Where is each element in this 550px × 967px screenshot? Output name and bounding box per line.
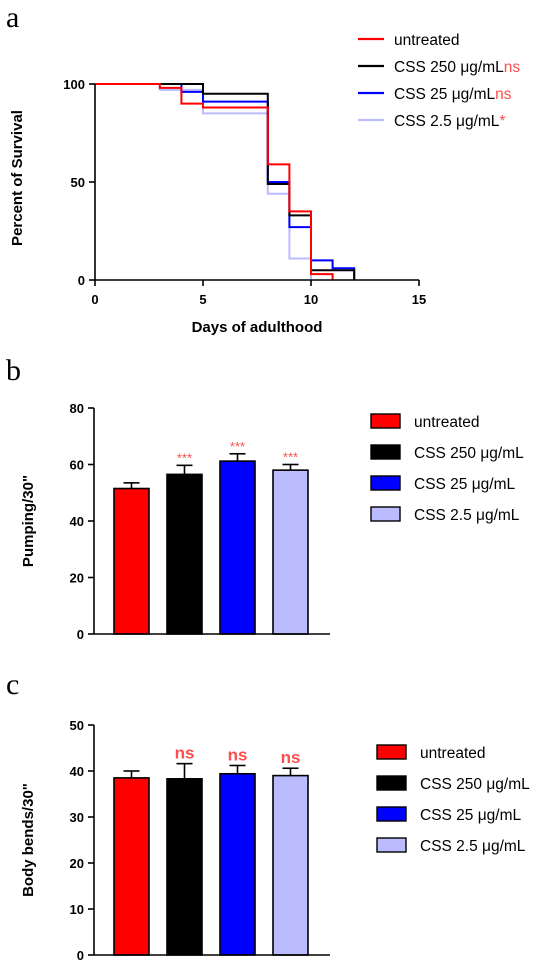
panel-label-c: c <box>6 668 19 701</box>
significance-label: ns <box>175 744 195 763</box>
y-tick-label: 50 <box>71 175 85 190</box>
bar <box>113 487 150 635</box>
significance-label: ns <box>228 745 248 764</box>
y-tick-label: 20 <box>70 856 84 871</box>
bar <box>113 777 150 956</box>
bar <box>166 473 203 635</box>
y-tick-label: 60 <box>70 458 84 473</box>
legend-label: untreated <box>414 414 480 431</box>
legend-series-name: CSS 250 μg/mL <box>394 59 504 76</box>
legend-label: CSS 25 μg/mL <box>414 476 515 493</box>
bar <box>272 774 309 956</box>
y-tick-label: 100 <box>63 77 85 92</box>
y-tick-label: 40 <box>70 514 84 529</box>
y-tick-label: 80 <box>70 401 84 416</box>
legend-label: untreated <box>420 745 486 762</box>
y-tick-label: 0 <box>77 948 84 963</box>
y-tick-label: 10 <box>70 902 84 917</box>
legend-swatch <box>370 413 401 429</box>
pumping-chart: *** *** *** 0 20 40 60 80 Pumping/30" untreated CS… <box>20 401 524 642</box>
body-bends-chart: ns ns ns 0 10 20 30 40 50 Body bends/30" untreated… <box>20 718 530 963</box>
y-tick-label: 40 <box>70 764 84 779</box>
y-tick-label: 0 <box>77 627 84 642</box>
legend-label: CSS 2.5 μg/mL* <box>394 113 505 130</box>
legend-series-name: CSS 25 μg/mL <box>394 86 495 103</box>
x-axis-label: Days of adulthood <box>192 319 323 336</box>
legend-swatch <box>376 775 407 791</box>
legend-significance: ns <box>495 86 512 103</box>
significance-label: ns <box>281 748 301 767</box>
bar <box>219 460 256 635</box>
legend-series-name: CSS 2.5 μg/mL <box>394 113 500 130</box>
x-tick-label: 10 <box>304 292 318 307</box>
y-axis-label: Body bends/30" <box>20 783 37 897</box>
x-tick-label: 0 <box>91 292 98 307</box>
y-axis-label: Pumping/30" <box>20 475 37 567</box>
y-axis-label: Percent of Survival <box>9 110 26 246</box>
significance-label: *** <box>230 439 245 454</box>
legend-label: CSS 25 μg/mL <box>420 807 521 824</box>
survival-line <box>95 83 334 280</box>
panel-label-a: a <box>6 1 19 34</box>
legend-swatch <box>370 506 401 522</box>
legend-label: CSS 250 μg/mL <box>414 445 524 462</box>
legend-label: CSS 25 μg/mLns <box>394 86 512 103</box>
legend-swatch <box>370 475 401 491</box>
legend-swatch <box>376 744 407 760</box>
legend-label: CSS 250 μg/mL <box>420 776 530 793</box>
legend-swatch <box>376 806 407 822</box>
legend-swatch <box>370 444 401 460</box>
legend-significance: ns <box>504 59 521 76</box>
legend-label: untreated <box>394 32 460 49</box>
legend-label: CSS 2.5 μg/mL <box>420 838 526 855</box>
legend-label: CSS 250 μg/mLns <box>394 59 520 76</box>
legend-swatch <box>376 837 407 853</box>
bar <box>166 778 203 956</box>
legend-significance: * <box>499 113 505 130</box>
significance-label: *** <box>283 450 298 465</box>
bar <box>272 469 309 635</box>
y-tick-label: 0 <box>78 273 85 288</box>
y-tick-label: 30 <box>70 810 84 825</box>
x-tick-label: 5 <box>199 292 206 307</box>
survival-chart: 0 5 10 15 0 50 100 Days of adulthood Percent of … <box>9 32 520 336</box>
legend-series-name: untreated <box>394 32 460 49</box>
bar <box>219 772 256 956</box>
x-tick-label: 15 <box>412 292 426 307</box>
panel-label-b: b <box>6 354 21 387</box>
y-tick-label: 50 <box>70 718 84 733</box>
significance-label: *** <box>177 450 192 465</box>
y-tick-label: 20 <box>70 571 84 586</box>
legend-label: CSS 2.5 μg/mL <box>414 507 520 524</box>
